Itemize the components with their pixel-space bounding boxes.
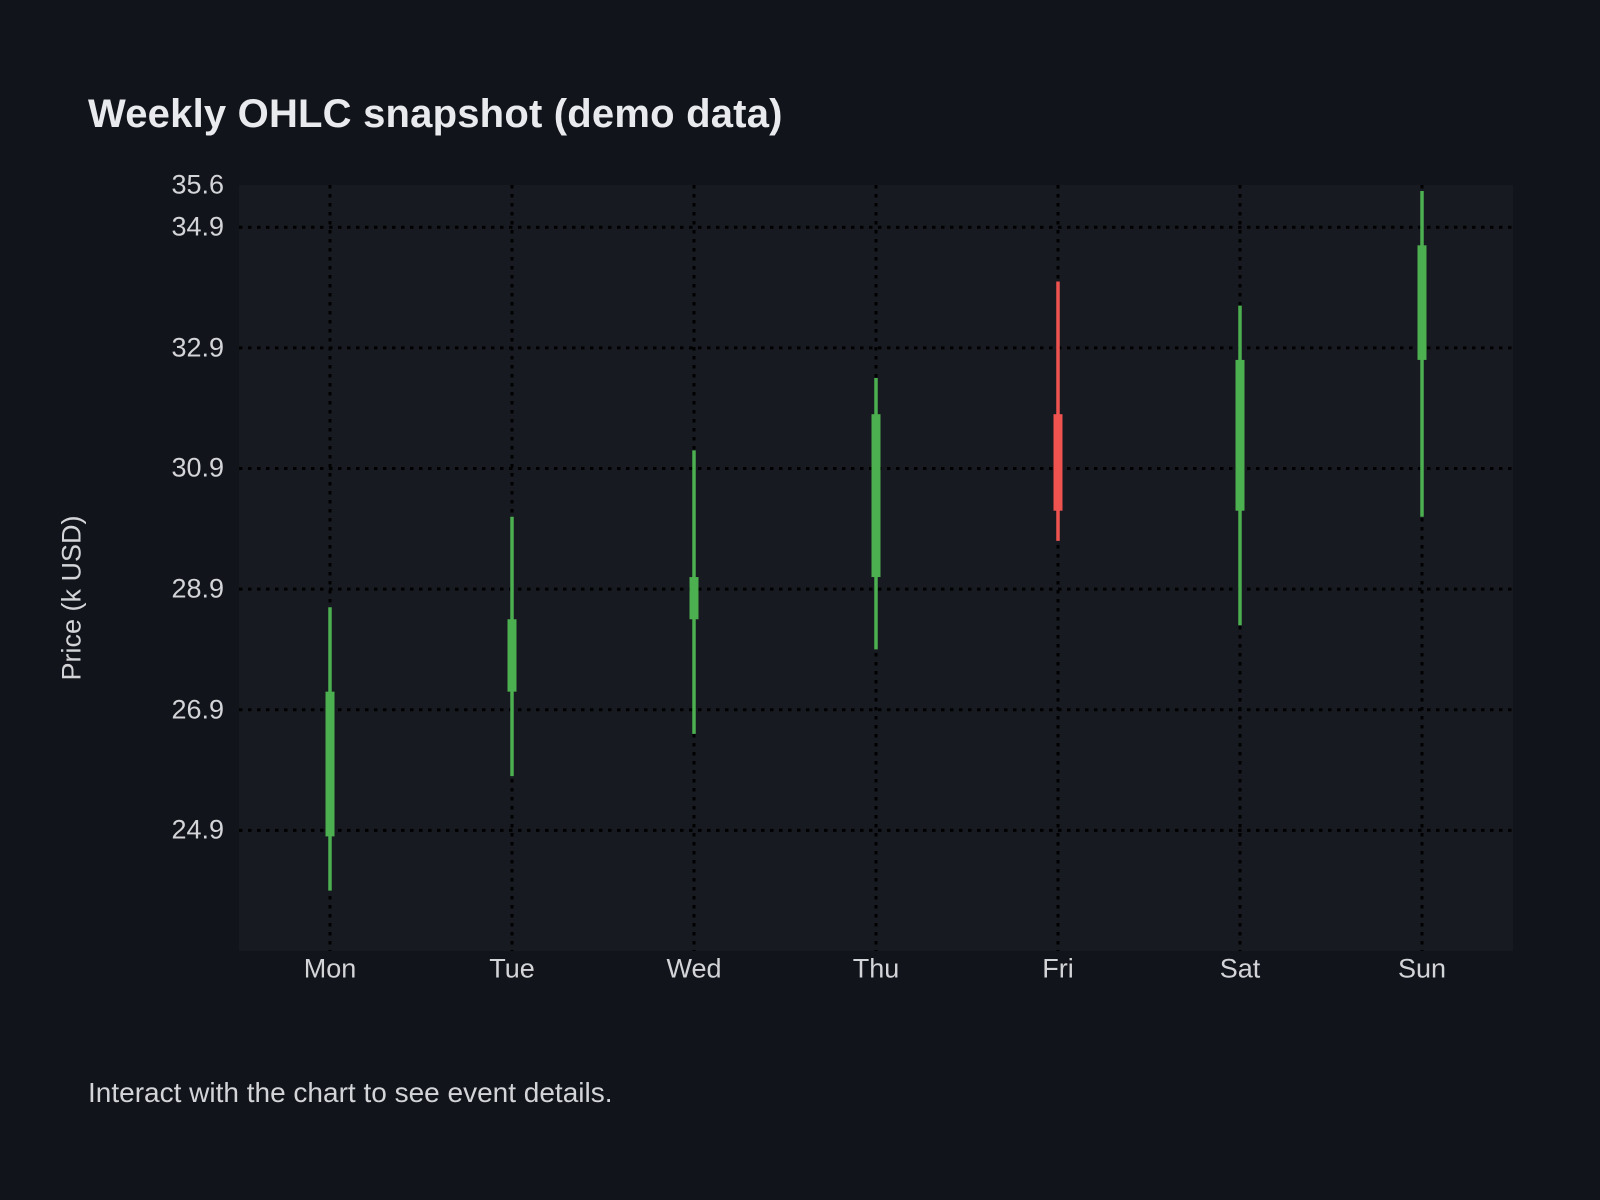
candle-mon[interactable] — [325, 607, 335, 891]
candle-body[interactable] — [871, 414, 881, 578]
y-tick-label: 28.9 — [171, 573, 224, 604]
x-tick-label-mon: Mon — [303, 953, 357, 984]
candle-sat[interactable] — [1235, 305, 1245, 626]
candle-wed[interactable] — [689, 450, 699, 734]
candle-body[interactable] — [1417, 245, 1427, 360]
y-tick-label: 35.6 — [171, 169, 224, 200]
y-tick-label: 30.9 — [171, 452, 224, 483]
x-tick-label-thu: Thu — [852, 953, 900, 984]
x-tick-label-sat: Sat — [1219, 953, 1261, 984]
candle-body[interactable] — [325, 691, 335, 837]
candle-thu[interactable] — [871, 378, 881, 650]
y-tick-label: 32.9 — [171, 332, 224, 363]
x-tick-label-wed: Wed — [666, 953, 722, 984]
candle-body[interactable] — [1235, 359, 1245, 511]
x-tick-label-sun: Sun — [1397, 953, 1447, 984]
y-tick-label: 26.9 — [171, 694, 224, 725]
candle-body[interactable] — [689, 577, 699, 620]
candle-sun[interactable] — [1417, 191, 1427, 517]
y-tick-label: 24.9 — [171, 814, 224, 845]
candle-tue[interactable] — [507, 516, 517, 777]
x-tick-label-tue: Tue — [489, 953, 535, 984]
candle-body[interactable] — [507, 619, 517, 692]
chart-title: Weekly OHLC snapshot (demo data) — [88, 92, 783, 136]
footer-note: Interact with the chart to see event det… — [88, 1077, 613, 1108]
y-tick-label: 34.9 — [171, 211, 224, 242]
x-tick-label-fri: Fri — [1042, 953, 1074, 984]
candle-fri[interactable] — [1053, 281, 1063, 541]
candle-body[interactable] — [1053, 414, 1063, 511]
